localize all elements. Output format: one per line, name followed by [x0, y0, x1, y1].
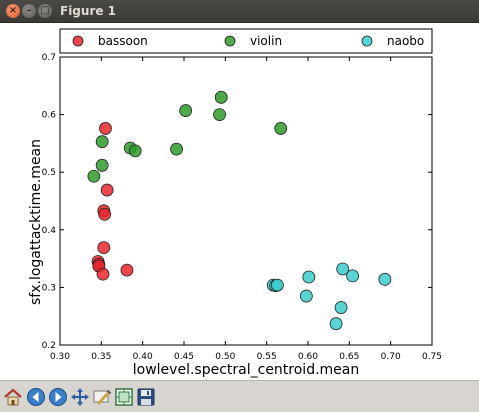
bassoon-point: [96, 267, 110, 281]
window-title: Figure 1: [60, 4, 117, 18]
violin-point: [274, 122, 288, 135]
naobo-point: [271, 278, 284, 292]
y-tick-label: 0.4: [42, 226, 57, 236]
violin-point: [170, 142, 183, 156]
bassoon-point: [120, 263, 134, 277]
naobo-point: [334, 301, 348, 314]
bassoon-point: [100, 183, 114, 197]
violin-point: [213, 108, 226, 121]
naobo-point: [336, 262, 350, 276]
scatter-chart: 0.30 0.35 0.40 0.45 0.50 0.55 0.60 0.65 0.70 0.75…: [28, 28, 442, 378]
y-axis-label: sfx.logattacktime.mean: [28, 139, 44, 305]
violin-point: [128, 144, 142, 158]
legend-label-bassoon: bassoon: [98, 34, 148, 48]
pan-button[interactable]: [69, 386, 91, 408]
arrow-left-icon: [27, 388, 45, 406]
back-button[interactable]: [25, 386, 47, 408]
x-tick-label: 0.60: [298, 352, 318, 362]
y-ticks: 0.2 0.3 0.4 0.5 0.6 0.7: [42, 53, 432, 351]
arrow-right-icon: [49, 388, 67, 406]
save-button[interactable]: [135, 386, 157, 408]
bassoon-point: [99, 122, 112, 135]
y-tick-label: 0.7: [42, 53, 56, 63]
navigation-toolbar: [0, 380, 479, 412]
naobo-point: [346, 269, 360, 283]
violin-point: [87, 169, 101, 183]
violin-point: [95, 135, 109, 149]
home-button[interactable]: [2, 386, 24, 408]
minimize-window-button[interactable]: –: [22, 4, 36, 18]
y-tick-label: 0.2: [42, 341, 56, 351]
home-icon: [4, 388, 22, 406]
legend-label-violin: violin: [250, 34, 282, 48]
x-tick-label: 0.30: [50, 352, 70, 362]
legend-marker-naobo: [361, 35, 373, 47]
x-tick-label: 0.55: [257, 352, 277, 362]
x-tick-label: 0.50: [215, 352, 235, 362]
plot-frame: [59, 56, 433, 346]
data-points: [87, 90, 392, 331]
violin-point: [95, 158, 109, 172]
naobo-point: [378, 272, 392, 286]
violin-point: [214, 90, 228, 104]
y-tick-label: 0.3: [42, 283, 56, 293]
maximize-window-button[interactable]: □: [38, 4, 52, 18]
subplots-icon: [115, 388, 133, 406]
x-axis-label: lowlevel.spectral_centroid.mean: [133, 362, 359, 378]
y-tick-label: 0.5: [42, 168, 56, 178]
y-tick-label: 0.6: [42, 111, 57, 121]
x-ticks: 0.30 0.35 0.40 0.45 0.50 0.55 0.60 0.65 0.70 0.75: [50, 57, 442, 362]
bassoon-point: [97, 241, 111, 255]
move-icon: [71, 388, 89, 406]
axes-frame: [59, 56, 433, 346]
naobo-point: [329, 317, 343, 331]
legend-marker-violin: [224, 35, 236, 47]
window-titlebar: × – □ Figure 1: [0, 0, 479, 23]
legend-marker-bassoon: [72, 35, 84, 47]
x-tick-label: 0.45: [174, 352, 194, 362]
x-tick-label: 0.65: [339, 352, 359, 362]
legend-label-naobo: naobo: [387, 34, 424, 48]
zoom-button[interactable]: [91, 386, 113, 408]
subplots-button[interactable]: [113, 386, 135, 408]
legend: bassoon violin naobo: [59, 28, 433, 54]
figure-canvas[interactable]: 0.30 0.35 0.40 0.45 0.50 0.55 0.60 0.65 0.70 0.75…: [0, 22, 479, 380]
x-tick-label: 0.70: [381, 352, 401, 362]
x-tick-label: 0.40: [133, 352, 153, 362]
forward-button[interactable]: [47, 386, 69, 408]
x-tick-label: 0.75: [422, 352, 442, 362]
floppy-icon: [137, 388, 155, 406]
zoom-rect-icon: [93, 389, 112, 406]
bassoon-point: [98, 207, 112, 221]
naobo-point: [299, 289, 313, 303]
close-window-button[interactable]: ×: [6, 4, 20, 18]
violin-point: [179, 104, 193, 117]
x-tick-label: 0.35: [91, 352, 111, 362]
naobo-point: [302, 270, 316, 284]
